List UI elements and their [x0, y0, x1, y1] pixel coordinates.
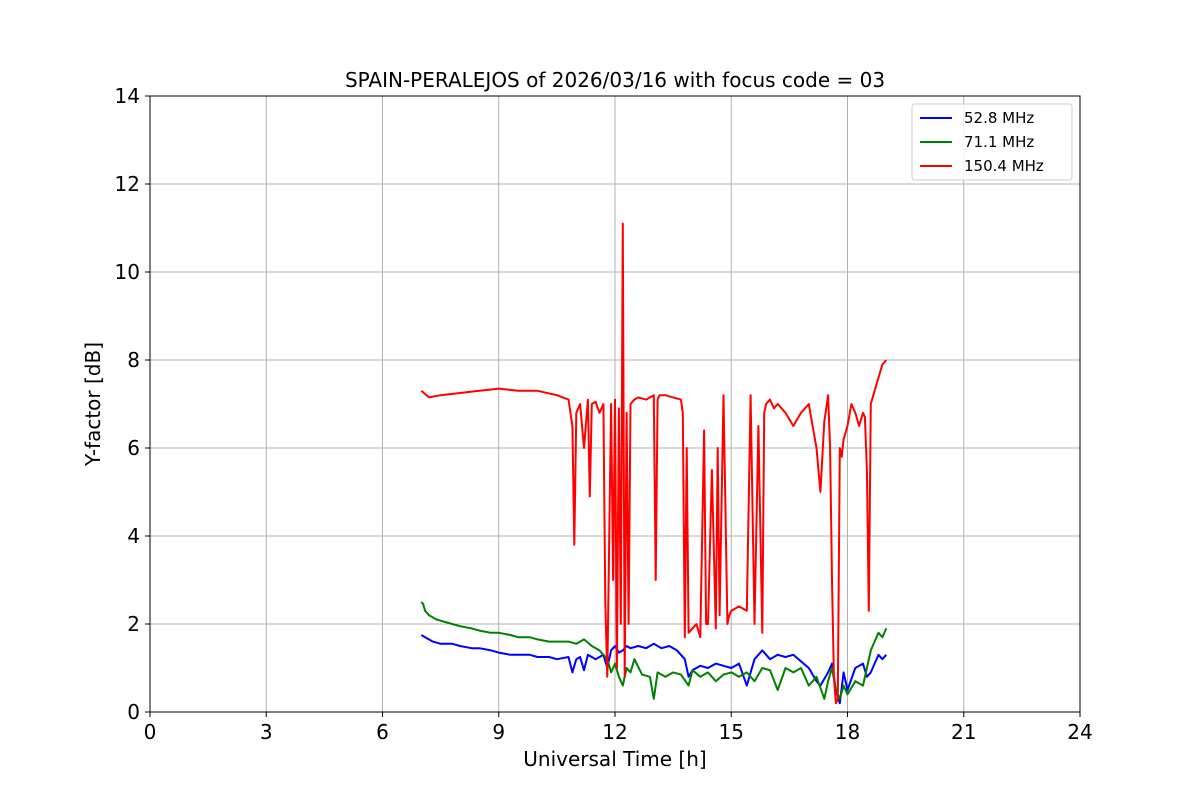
- legend-label: 150.4 MHz: [964, 157, 1044, 175]
- legend-box: [911, 103, 1073, 181]
- legend: 52.8 MHz 71.1 MHz 150.4 MHz: [911, 103, 1073, 181]
- x-tick-label: 9: [492, 720, 505, 744]
- x-tick-label: 3: [260, 720, 273, 744]
- series-layer: [420, 222, 888, 705]
- y-tick-label: 0: [127, 700, 140, 724]
- y-tick-label: 12: [115, 172, 140, 196]
- y-tick-label: 6: [127, 436, 140, 460]
- legend-label: 52.8 MHz: [964, 109, 1034, 127]
- y-tick-label: 14: [115, 84, 140, 108]
- legend-label: 71.1 MHz: [964, 133, 1034, 151]
- chart-title: SPAIN-PERALEJOS of 2026/03/16 with focus…: [345, 68, 885, 92]
- y-tick-label: 2: [127, 612, 140, 636]
- x-tick-label: 18: [835, 720, 860, 744]
- x-tick-label: 0: [144, 720, 157, 744]
- x-tick-label: 15: [719, 720, 744, 744]
- x-tick-label: 21: [951, 720, 976, 744]
- y-axis-label: Y-factor [dB]: [81, 342, 105, 467]
- x-tick-label: 6: [376, 720, 389, 744]
- x-tick-label: 12: [602, 720, 627, 744]
- y-tick-label: 10: [115, 260, 140, 284]
- series-line-2: [420, 222, 888, 705]
- y-tick-label: 4: [127, 524, 140, 548]
- x-tick-label: 24: [1067, 720, 1092, 744]
- x-axis-label: Universal Time [h]: [523, 747, 706, 771]
- y-tick-label: 8: [127, 348, 140, 372]
